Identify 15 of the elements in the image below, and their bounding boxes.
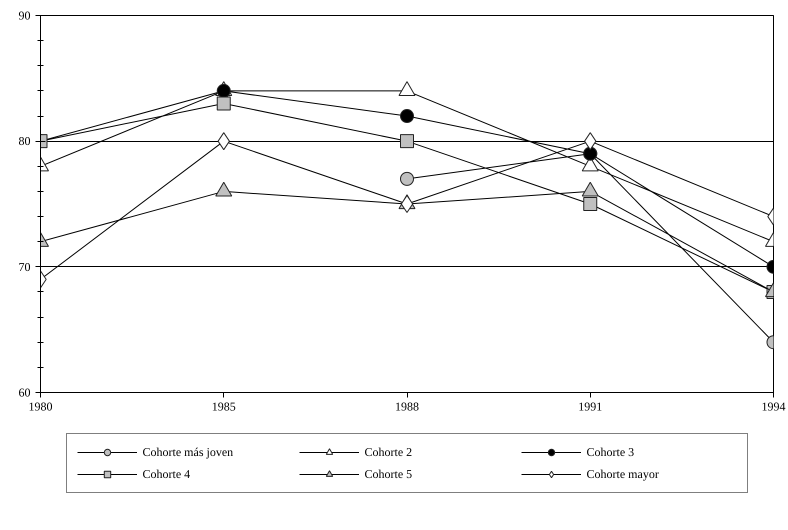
- x-tick-label: 1991: [578, 400, 602, 414]
- legend-label: Cohorte 3: [586, 444, 636, 460]
- x-tick-label: 1988: [395, 400, 419, 414]
- y-tick-label: 70: [18, 260, 30, 274]
- y-tick-label: 80: [18, 134, 30, 148]
- legend-label: Cohorte 5: [364, 466, 414, 482]
- x-tick-label: 1985: [212, 400, 236, 414]
- legend-label: Cohorte mayor: [586, 466, 660, 482]
- y-tick-label: 60: [18, 386, 30, 400]
- legend-label: Cohorte 2: [364, 444, 414, 460]
- legend-label: Cohorte 4: [142, 466, 192, 482]
- x-tick-label: 1994: [762, 400, 786, 414]
- legend-label: Cohorte más joven: [142, 444, 234, 460]
- x-tick-label: 1980: [28, 400, 52, 414]
- y-tick-label: 90: [18, 8, 30, 22]
